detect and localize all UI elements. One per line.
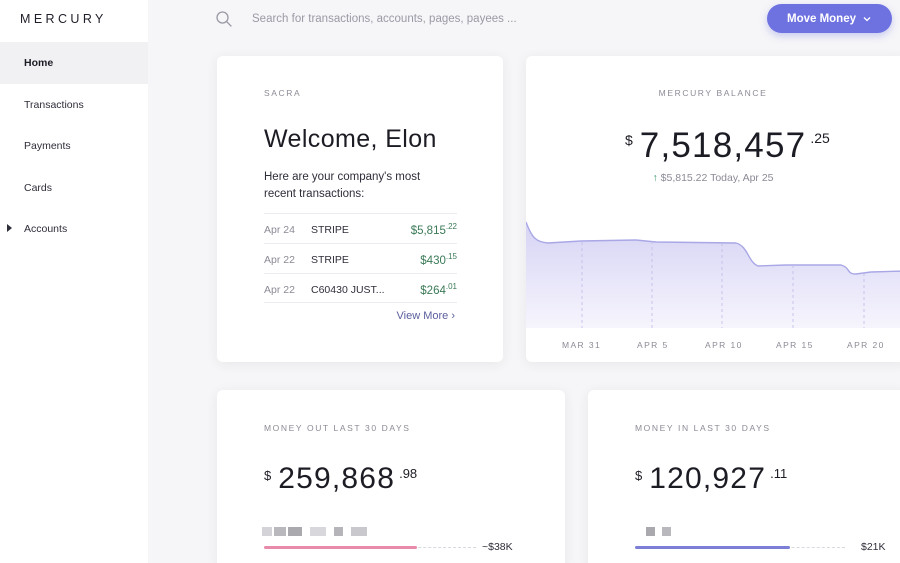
transaction-date: Apr 22 xyxy=(264,284,295,296)
view-more-link[interactable]: View More › xyxy=(396,310,455,322)
money-out-amount: $ 259,868 .98 xyxy=(264,462,417,496)
welcome-title: Welcome, Elon xyxy=(264,125,437,153)
sidebar-item-label: Home xyxy=(24,57,54,69)
arrow-up-icon: ↑ xyxy=(652,172,658,184)
balance-cents: .25 xyxy=(810,130,830,146)
transaction-row[interactable]: Apr 24 STRIPE $5,815.22 xyxy=(264,213,457,243)
caret-right-icon[interactable] xyxy=(7,224,12,232)
sidebar-item-label: Transactions xyxy=(24,99,84,111)
money-in-amount: $ 120,927 .11 xyxy=(635,462,787,496)
balance-change-text: $5,815.22 Today, Apr 25 xyxy=(660,172,774,184)
currency-symbol: $ xyxy=(635,468,643,483)
move-money-label: Move Money xyxy=(786,12,856,25)
chart-axis-label: APR 5 xyxy=(637,340,669,350)
search-input[interactable] xyxy=(244,6,604,32)
transaction-amount-whole: $430 xyxy=(420,254,446,267)
transaction-date: Apr 24 xyxy=(264,224,295,236)
money-out-whole: 259,868 xyxy=(278,462,396,495)
money-in-cents: .11 xyxy=(770,466,788,481)
balance-change: ↑ $5,815.22 Today, Apr 25 xyxy=(526,172,900,184)
money-out-cents: .98 xyxy=(399,466,418,481)
transaction-amount-cents: .15 xyxy=(445,252,457,261)
balance-chart[interactable] xyxy=(526,206,900,328)
transaction-name: STRIPE xyxy=(311,224,349,236)
search-icon[interactable] xyxy=(215,10,233,28)
currency-symbol: $ xyxy=(625,132,633,148)
money-in-bar xyxy=(635,546,791,549)
transaction-amount-whole: $264 xyxy=(420,284,446,297)
transaction-row[interactable]: Apr 22 C60430 JUST... $264.01 xyxy=(264,273,457,303)
money-out-card: MONEY OUT LAST 30 DAYS $ 259,868 .98 ~$3… xyxy=(217,390,565,563)
money-in-label: MONEY IN LAST 30 DAYS xyxy=(635,423,771,433)
sidebar-item-cards[interactable]: Cards xyxy=(0,167,148,209)
transaction-row[interactable]: Apr 22 STRIPE $430.15 xyxy=(264,243,457,273)
balance-card: MERCURY BALANCE $ 7,518,457 .25 ↑ $5,815… xyxy=(526,56,900,362)
money-in-bar-label: $21K xyxy=(861,541,886,553)
welcome-subtitle: Here are your company's most recent tran… xyxy=(264,171,421,200)
currency-symbol: $ xyxy=(264,468,272,483)
sidebar-item-home[interactable]: Home xyxy=(0,42,148,84)
sidebar-item-transactions[interactable]: Transactions xyxy=(0,84,148,126)
transaction-amount: $5,815.22 xyxy=(411,222,457,237)
balance-amount: $ 7,518,457 .25 xyxy=(625,126,830,166)
chart-axis-label: MAR 31 xyxy=(562,340,602,350)
money-out-bar xyxy=(264,546,417,549)
sidebar-item-label: Accounts xyxy=(24,223,68,235)
sidebar-item-accounts[interactable]: Accounts xyxy=(0,208,148,250)
welcome-card: SACRA Welcome, Elon Here are your compan… xyxy=(217,56,503,362)
chart-axis-label: APR 15 xyxy=(776,340,814,350)
transaction-amount: $264.01 xyxy=(420,282,457,297)
transaction-name: C60430 JUST... xyxy=(311,284,385,296)
sidebar-item-payments[interactable]: Payments xyxy=(0,125,148,167)
transaction-amount: $430.15 xyxy=(420,252,457,267)
balance-label: MERCURY BALANCE xyxy=(658,88,768,98)
money-in-card: MONEY IN LAST 30 DAYS $ 120,927 .11 $21K xyxy=(588,390,900,563)
transaction-amount-whole: $5,815 xyxy=(410,224,446,237)
balance-chart-line xyxy=(526,221,900,275)
money-in-whole: 120,927 xyxy=(649,462,767,495)
balance-chart-area xyxy=(526,222,900,328)
mercury-logo[interactable]: MERCURY xyxy=(20,12,107,26)
chart-axis-label: APR 20 xyxy=(847,340,885,350)
transaction-amount-cents: .01 xyxy=(445,282,457,291)
sidebar: MERCURY Home Transactions Payments Cards… xyxy=(0,0,148,563)
sidebar-item-label: Payments xyxy=(24,140,71,152)
money-out-label: MONEY OUT LAST 30 DAYS xyxy=(264,423,411,433)
transaction-name: STRIPE xyxy=(311,254,349,266)
transaction-date: Apr 22 xyxy=(264,254,295,266)
sidebar-item-label: Cards xyxy=(24,182,53,194)
move-money-button[interactable]: Move Money xyxy=(767,4,892,33)
money-out-bar-label: ~$38K xyxy=(482,541,513,553)
transaction-amount-cents: .22 xyxy=(445,222,457,231)
chevron-down-icon xyxy=(863,16,871,21)
company-name: SACRA xyxy=(264,88,302,98)
balance-whole: 7,518,457 xyxy=(639,126,807,165)
chart-axis-label: APR 10 xyxy=(705,340,743,350)
